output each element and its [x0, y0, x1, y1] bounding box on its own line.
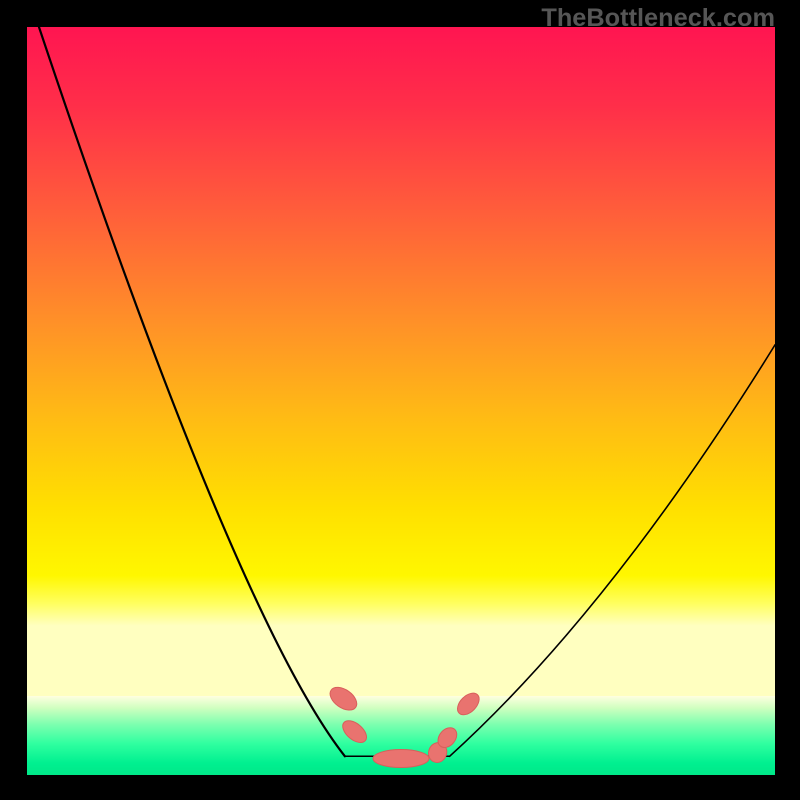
curve-segment [39, 27, 345, 756]
curve-segment [450, 345, 775, 756]
plot-area [27, 27, 775, 775]
optimal-marker [373, 750, 429, 768]
optimal-marker [339, 716, 371, 746]
chart-container: TheBottleneck.com [0, 0, 800, 800]
optimal-marker [453, 689, 483, 719]
optimal-marker [326, 683, 361, 715]
watermark-text: TheBottleneck.com [541, 4, 775, 33]
bottleneck-curve [27, 27, 775, 775]
